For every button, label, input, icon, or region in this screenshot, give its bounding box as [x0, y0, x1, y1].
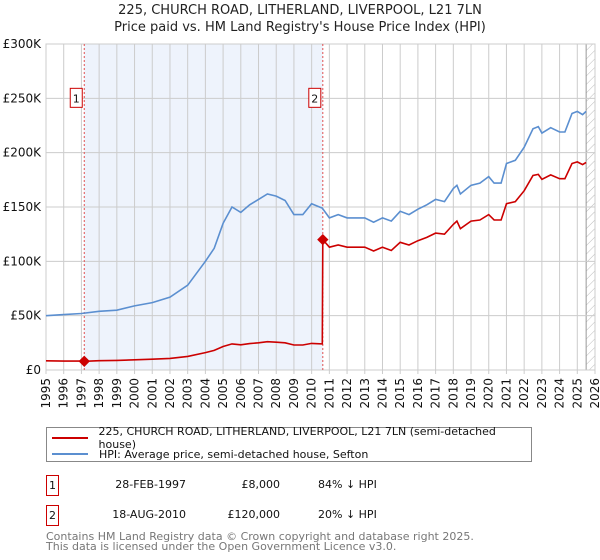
legend-swatch-blue [52, 453, 88, 455]
x-tick-label: 1998 [92, 378, 106, 409]
hpi-line [45, 110, 587, 317]
y-tick-label: £200K [3, 146, 43, 160]
transaction-price: £120,000 [227, 508, 281, 521]
transaction-price: £8,000 [241, 478, 281, 491]
x-tick-label: 2017 [429, 378, 443, 409]
transaction-marker: 1 [46, 475, 59, 496]
sale-point [317, 233, 329, 246]
property-price-line [45, 161, 587, 363]
plot-frame [45, 43, 596, 371]
x-tick-label: 2018 [446, 378, 460, 409]
x-tick-label: 2025 [570, 378, 584, 409]
x-tick-label: 2007 [252, 378, 266, 409]
x-tick-label: 1997 [74, 378, 88, 409]
y-tick-label: £150K [3, 200, 43, 214]
x-tick-label: 2015 [393, 378, 407, 409]
sale-label: 2 [311, 92, 318, 105]
legend-item-property: 225, CHURCH ROAD, LITHERLAND, LIVERPOOL,… [52, 425, 531, 451]
x-tick-label: 2012 [340, 378, 354, 409]
x-tick-label: 2008 [269, 378, 283, 409]
transaction-date: 28-FEB-1997 [115, 478, 186, 491]
transaction-marker: 2 [46, 505, 59, 526]
sale-label: 1 [73, 92, 80, 105]
legend: 225, CHURCH ROAD, LITHERLAND, LIVERPOOL,… [46, 425, 532, 462]
footer-licence: This data is licensed under the Open Gov… [46, 540, 397, 553]
x-tick-label: 2000 [128, 378, 142, 409]
legend-item-hpi: HPI: Average price, semi-detached house,… [52, 447, 368, 461]
x-tick-label: 2003 [181, 378, 195, 409]
x-tick-label: 2013 [358, 378, 372, 409]
x-tick-label: 2001 [145, 378, 159, 409]
y-tick-label: £50K [10, 309, 42, 323]
y-tick-label: £300K [3, 37, 43, 51]
x-tick-label: 2009 [287, 378, 301, 409]
x-tick-label: 2010 [305, 378, 319, 409]
sale-label-box [308, 87, 322, 108]
x-tick-label: 2024 [553, 378, 567, 409]
x-tick-label: 2023 [535, 378, 549, 409]
sale-label-box [69, 87, 83, 108]
x-tick-label: 1995 [39, 378, 53, 409]
x-tick-label: 2002 [163, 378, 177, 409]
x-tick-label: 2026 [588, 378, 600, 409]
y-tick-label: £250K [3, 91, 43, 105]
legend-label-property: 225, CHURCH ROAD, LITHERLAND, LIVERPOOL,… [98, 425, 496, 451]
transaction-date: 18-AUG-2010 [112, 508, 186, 521]
x-tick-label: 2005 [216, 378, 230, 409]
chart-subtitle: Price paid vs. HM Land Registry's House … [114, 20, 486, 35]
x-tick-label: 2004 [198, 378, 212, 409]
x-tick-label: 2019 [464, 378, 478, 409]
x-tick-label: 1996 [57, 378, 71, 409]
x-tick-label: 2014 [375, 378, 389, 409]
y-tick-label: £100K [3, 254, 43, 268]
y-tick-label: £0 [26, 363, 41, 377]
x-tick-label: 1999 [110, 378, 124, 409]
x-tick-label: 2020 [482, 378, 496, 409]
x-tick-label: 2021 [499, 378, 513, 409]
x-tick-label: 2022 [517, 378, 531, 409]
x-tick-label: 2011 [322, 378, 336, 409]
price-chart: 1995 1996 1997 1998 1999 2000 2001 2002 2003 2004… [3, 37, 600, 409]
footer-copyright: Contains HM Land Registry data © Crown c… [46, 530, 474, 543]
transaction-hpi: 20% ↓ HPI [318, 508, 377, 521]
chart-title: 225, CHURCH ROAD, LITHERLAND, LIVERPOOL,… [118, 3, 482, 18]
legend-label-hpi: HPI: Average price, semi-detached house,… [99, 447, 369, 461]
legend-swatch-red [52, 437, 88, 439]
transaction-hpi: 84% ↓ HPI [318, 478, 377, 491]
x-tick-label: 2006 [234, 378, 248, 409]
x-tick-label: 2016 [411, 378, 425, 409]
